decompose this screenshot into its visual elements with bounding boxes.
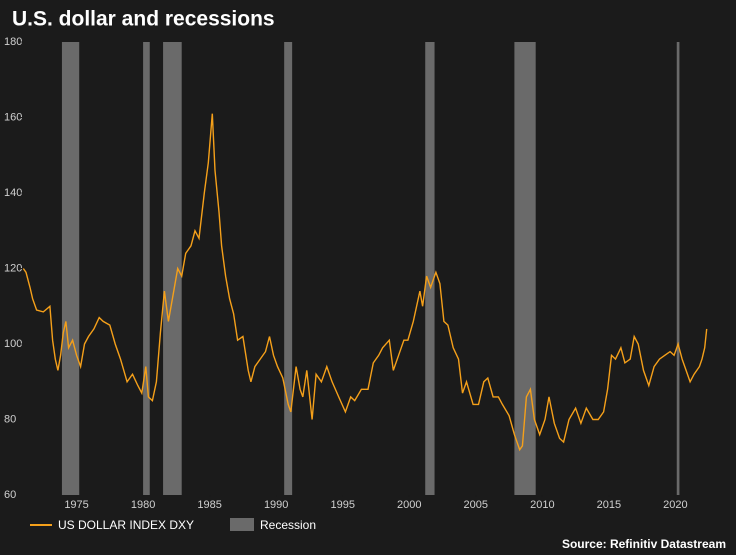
x-tick-label: 1990 — [264, 499, 288, 511]
x-tick-label: 1980 — [131, 499, 155, 511]
x-tick-label: 2015 — [597, 499, 621, 511]
recession-band — [284, 42, 293, 495]
recession-band — [143, 42, 150, 495]
y-tick-label: 140 — [4, 187, 22, 199]
recession-band — [163, 42, 182, 495]
x-tick-label: 2020 — [663, 499, 687, 511]
data-line — [22, 113, 708, 452]
recession-band — [676, 42, 680, 495]
y-tick-label: 80 — [4, 413, 16, 425]
legend-label: US DOLLAR INDEX DXY — [58, 518, 194, 532]
y-tick-label: 60 — [4, 489, 16, 501]
legend-swatch — [230, 518, 254, 531]
recession-band — [514, 42, 536, 495]
x-tick-label: 2010 — [530, 499, 554, 511]
y-tick-label: 180 — [4, 36, 22, 48]
chart-title: U.S. dollar and recessions — [12, 8, 275, 31]
x-tick-label: 1985 — [197, 499, 221, 511]
y-tick-label: 100 — [4, 338, 22, 350]
x-tick-label: 1995 — [330, 499, 354, 511]
x-tick-label: 2005 — [464, 499, 488, 511]
y-tick-label: 160 — [4, 111, 22, 123]
recession-band — [425, 42, 435, 495]
recession-band — [61, 42, 80, 495]
x-tick-label: 1975 — [64, 499, 88, 511]
y-tick-label: 120 — [4, 262, 22, 274]
source-note: Source: Refinitiv Datastream — [562, 537, 726, 551]
x-tick-label: 2000 — [397, 499, 421, 511]
legend-label: Recession — [260, 518, 316, 532]
